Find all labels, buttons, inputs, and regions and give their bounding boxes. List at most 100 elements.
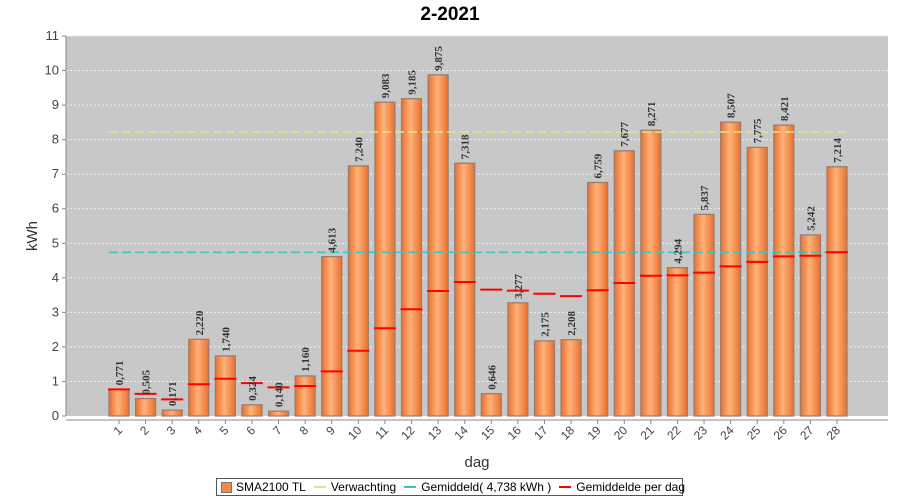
x-tick-label: 11 xyxy=(372,423,391,442)
y-tick-label: 11 xyxy=(46,28,60,43)
data-label: 1,160 xyxy=(300,347,312,372)
bar xyxy=(321,256,343,417)
data-label: 0,771 xyxy=(114,361,126,386)
bar xyxy=(161,409,183,417)
legend-label-gemiddeld: Gemiddeld( 4,738 kWh ) xyxy=(421,480,552,494)
bar xyxy=(454,162,476,417)
bar xyxy=(400,98,423,417)
y-axis-ticks: 0 1 2 3 4 5 6 7 8 9 10 11 xyxy=(45,28,66,423)
bar xyxy=(267,410,290,417)
bar xyxy=(693,213,715,417)
legend-label-gemiddelde-per-dag: Gemiddelde per dag xyxy=(576,480,686,494)
data-labels: 0,771 0,505 0,171 2,220 1,740 0,324 0,140 1,160… xyxy=(114,46,844,408)
data-label: 7,775 xyxy=(752,118,764,143)
data-label: 0,505 xyxy=(141,369,153,394)
data-label: 5,837 xyxy=(699,185,711,210)
data-label: 0,646 xyxy=(486,364,498,389)
x-tick-label: 22 xyxy=(664,423,684,443)
x-tick-label: 16 xyxy=(505,423,525,443)
x-tick-label: 18 xyxy=(558,423,578,443)
x-tick-label: 12 xyxy=(398,423,418,443)
x-tick-label: 19 xyxy=(584,423,604,443)
bar xyxy=(347,165,369,417)
x-axis-label: dag xyxy=(464,454,489,471)
x-tick-label: 3 xyxy=(164,423,179,438)
data-label: 9,185 xyxy=(407,69,419,94)
x-tick-label: 21 xyxy=(638,423,658,443)
reference-lines xyxy=(109,131,847,254)
data-label: 7,318 xyxy=(460,134,472,159)
x-tick-label: 26 xyxy=(771,423,791,443)
data-label: 4,294 xyxy=(672,238,684,263)
bar xyxy=(507,302,529,417)
y-tick-label: 6 xyxy=(52,201,59,216)
legend-swatch-bar xyxy=(221,481,232,493)
data-label: 2,175 xyxy=(539,312,551,337)
x-tick-label: 28 xyxy=(824,423,844,443)
bar xyxy=(720,121,742,417)
x-tick-label: 13 xyxy=(425,423,445,443)
bar xyxy=(799,234,822,417)
bar xyxy=(294,375,316,417)
data-label: 9,875 xyxy=(433,46,445,71)
y-axis-label: kWh xyxy=(24,221,41,251)
bar xyxy=(560,339,582,417)
data-label: 0,171 xyxy=(167,381,179,406)
data-label: 3,277 xyxy=(513,274,525,299)
x-tick-label: 27 xyxy=(797,423,817,443)
chart-title: 2-2021 xyxy=(420,4,480,25)
data-label: 2,208 xyxy=(566,310,578,335)
x-tick-label: 6 xyxy=(243,423,258,438)
legend: SMA2100 TL Verwachting Gemiddeld( 4,738 … xyxy=(216,478,685,496)
legend-label-sma2100: SMA2100 TL xyxy=(236,480,306,494)
data-label: 9,083 xyxy=(380,73,392,98)
bar xyxy=(640,129,662,417)
x-tick-label: 14 xyxy=(451,423,471,443)
data-label: 4,613 xyxy=(327,227,339,252)
data-label: 2,220 xyxy=(194,310,206,335)
x-tick-label: 20 xyxy=(611,423,631,443)
y-tick-label: 8 xyxy=(52,132,59,147)
bar xyxy=(666,267,689,417)
daily-average-markers xyxy=(108,251,848,401)
y-tick-label: 2 xyxy=(52,339,59,354)
x-tick-label: 15 xyxy=(478,423,498,443)
legend-item-gemiddeld: Gemiddeld( 4,738 kWh ) xyxy=(404,480,551,494)
bar xyxy=(773,124,795,417)
bar xyxy=(480,393,502,417)
legend-swatch-average xyxy=(404,486,417,488)
x-axis-ticks: 1 2 3 4 5 6 7 8 9 10 11 12 13 14 15 16 17 18 19 20 21 22 23 24 2… xyxy=(110,420,843,443)
bar xyxy=(587,181,609,417)
data-label: 0,140 xyxy=(274,382,286,407)
x-tick-label: 1 xyxy=(110,423,125,438)
data-label: 5,242 xyxy=(805,206,817,231)
x-tick-label: 8 xyxy=(297,423,312,438)
bar xyxy=(108,388,130,417)
bar xyxy=(533,340,556,417)
x-tick-label: 23 xyxy=(691,423,711,443)
x-tick-label: 17 xyxy=(531,423,551,443)
y-tick-label: 9 xyxy=(52,97,59,112)
bar xyxy=(188,338,210,417)
bar xyxy=(134,397,157,417)
legend-item-gemiddelde-per-dag: Gemiddelde per dag xyxy=(559,480,685,494)
legend-item-sma2100: SMA2100 TL xyxy=(221,480,306,494)
y-tick-label: 7 xyxy=(52,166,59,181)
data-label: 8,507 xyxy=(726,93,738,118)
legend-item-verwachting: Verwachting xyxy=(313,480,397,494)
x-tick-label: 9 xyxy=(323,423,338,438)
bar xyxy=(214,355,236,417)
x-tick-label: 24 xyxy=(717,423,737,443)
bar xyxy=(374,101,396,417)
x-tick-label: 7 xyxy=(270,423,285,438)
bar xyxy=(241,404,263,417)
data-label: 7,214 xyxy=(832,138,844,163)
y-tick-label: 10 xyxy=(45,63,59,78)
x-tick-label: 10 xyxy=(345,423,365,443)
legend-swatch-daily-average xyxy=(559,486,572,488)
y-tick-label: 0 xyxy=(52,408,59,423)
legend-label-verwachting: Verwachting xyxy=(330,480,397,494)
bar xyxy=(746,146,768,417)
data-label: 8,271 xyxy=(646,102,658,127)
bars xyxy=(108,74,848,417)
